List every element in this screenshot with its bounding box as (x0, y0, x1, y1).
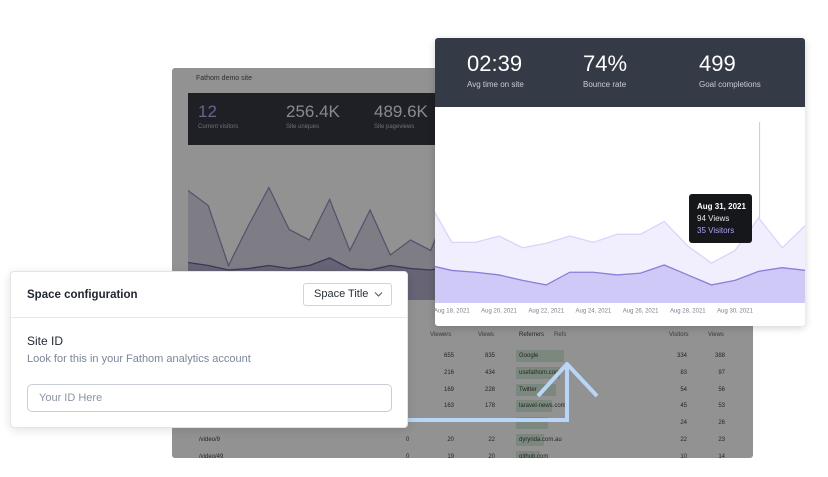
cell: 45 (680, 403, 687, 409)
cell: 0 (406, 454, 410, 458)
referrer-name: Twitter (519, 387, 537, 393)
config-card: Space configuration Space Title Site ID … (10, 271, 408, 428)
divider (11, 317, 407, 318)
cell: 83 (680, 370, 687, 376)
cell: 216 (443, 370, 454, 376)
page-path: /video/49 (199, 454, 224, 458)
stat-value: 02:39 (467, 51, 523, 76)
referrer-name: Google (519, 353, 539, 359)
x-tick-label: Aug 20, 2021 (481, 309, 517, 315)
cell: 23 (718, 437, 725, 443)
referrer-bar (516, 434, 544, 446)
cell: 169 (443, 387, 454, 393)
area (435, 212, 805, 303)
x-tick-label: Aug 26, 2021 (623, 309, 659, 315)
referrer-name: github.com (519, 454, 549, 458)
tooltip: Aug 31, 2021 94 Views 35 Visitors (689, 194, 752, 243)
cell: 434 (484, 370, 495, 376)
placeholder: Your ID Here (39, 392, 103, 404)
stat-label: Goal completions (699, 80, 761, 89)
column-header: Views (708, 332, 724, 338)
tables: Viewers Views 655 835 216 434 169 228 163 178/vid… (172, 68, 753, 458)
stat-value: 74% (583, 51, 628, 76)
stats-header: 02:39 Avg time on site 74% Bounce rate 499 Go… (435, 38, 805, 107)
cell: 56 (718, 387, 725, 393)
tab: Refs (554, 332, 567, 338)
chevron (374, 292, 383, 297)
tab: Referrers (519, 332, 545, 338)
stat-value: 499 (699, 51, 736, 76)
cell: 334 (676, 353, 687, 359)
cell: 14 (718, 454, 725, 458)
page-path: /video/9 (199, 437, 221, 443)
cell: 20 (488, 454, 495, 458)
stats-bar: 12 Current visitors 256.4K Site uniques 489.… (188, 93, 451, 145)
arrow-head (536, 362, 599, 398)
referrer-name: dyrynda.com.au (519, 437, 562, 443)
stat-value: 12 (198, 102, 217, 121)
stat-label: Bounce rate (583, 80, 627, 89)
field-label: Site ID (27, 334, 64, 348)
cell: 388 (714, 353, 725, 359)
x-tick-label: Aug 22, 2021 (528, 309, 564, 315)
cell: 97 (718, 370, 725, 376)
stat-value: 489.6K (374, 102, 428, 121)
arrow (404, 366, 569, 422)
cell: 655 (443, 353, 454, 359)
config-title: Space configuration (27, 289, 138, 301)
select-label: Space Title (314, 288, 369, 300)
cell: 228 (484, 387, 495, 393)
stat-label: Site pageviews (374, 124, 415, 130)
cell: 19 (447, 454, 454, 458)
stat-label: Site uniques (286, 124, 320, 130)
line (188, 186, 451, 268)
column-header: Visitors (669, 332, 689, 338)
referrer-name: usefathom.com (519, 370, 561, 376)
referrer-bar (516, 400, 552, 412)
column-header: Views (478, 332, 494, 338)
line (188, 257, 451, 271)
referrer-bar (516, 451, 540, 458)
x-tick-label: Aug 28, 2021 (670, 309, 706, 315)
cell: 178 (484, 403, 495, 409)
cell: 835 (484, 353, 495, 359)
column-header: Viewers (430, 332, 452, 338)
cell: 20 (447, 437, 454, 443)
text-input[interactable]: Your ID Here (27, 384, 392, 412)
referrer-bar (516, 350, 564, 362)
select[interactable]: Space Title (303, 283, 392, 306)
tooltip-views: 94 Views (697, 214, 730, 223)
x-tick-label: Aug 24, 2021 (576, 309, 612, 315)
stat-label: Avg time on site (467, 80, 524, 89)
tooltip-date: Aug 31, 2021 (697, 202, 746, 211)
cell: 54 (680, 387, 687, 393)
referrer-bar (516, 367, 560, 379)
cell: 10 (680, 454, 687, 458)
site-name: Fathom demo site (196, 75, 253, 82)
overview-card: 02:39 Avg time on site 74% Bounce rate 499 Go… (435, 38, 805, 326)
cell: 26 (718, 420, 725, 426)
stat-value: 256.4K (286, 102, 340, 121)
referrer-name: laravel-news.com (519, 403, 566, 409)
tooltip-visitors: 35 Visitors (697, 226, 735, 235)
stat-label: Current visitors (198, 124, 239, 130)
line (435, 264, 805, 286)
cell: 24 (680, 420, 687, 426)
field-help: Look for this in your Fathom analytics a… (27, 353, 251, 365)
cell: 53 (718, 403, 725, 409)
cell: 0 (406, 437, 410, 443)
area (435, 265, 805, 303)
cell: 22 (488, 437, 495, 443)
overview-chart: Aug 18, 2021 Aug 20, 2021 Aug 22, 2021 Aug … (435, 122, 805, 315)
x-tick-label: Aug 18, 2021 (435, 309, 470, 315)
x-tick-label: Aug 30, 2021 (717, 309, 753, 315)
cell: 163 (443, 403, 454, 409)
cell: 22 (680, 437, 687, 443)
